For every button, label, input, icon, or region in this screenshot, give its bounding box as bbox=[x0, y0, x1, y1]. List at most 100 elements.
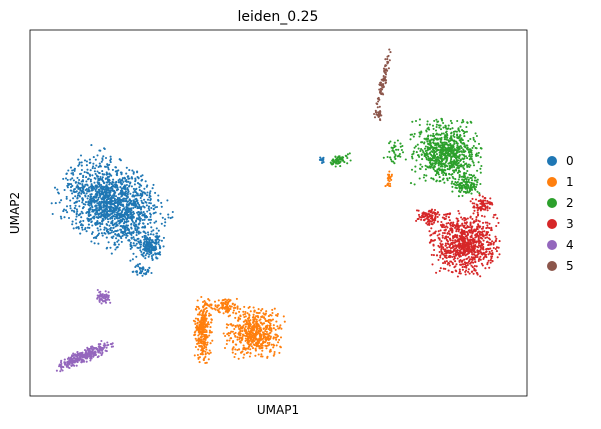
scatter-point-cluster-1 bbox=[255, 311, 258, 314]
scatter-point-cluster-3 bbox=[465, 250, 468, 253]
scatter-point-cluster-0 bbox=[134, 227, 137, 230]
scatter-point-cluster-3 bbox=[478, 242, 481, 245]
scatter-point-cluster-1 bbox=[264, 341, 267, 344]
scatter-point-cluster-1 bbox=[221, 304, 224, 307]
scatter-point-cluster-3 bbox=[486, 232, 489, 235]
scatter-point-cluster-3 bbox=[432, 232, 435, 235]
scatter-point-cluster-0 bbox=[96, 190, 99, 193]
scatter-point-cluster-0 bbox=[114, 202, 117, 205]
scatter-point-cluster-1 bbox=[237, 316, 240, 319]
scatter-point-cluster-0 bbox=[91, 174, 94, 177]
scatter-point-cluster-2 bbox=[462, 151, 466, 154]
scatter-point-cluster-1 bbox=[200, 345, 204, 348]
scatter-point-cluster-3 bbox=[445, 215, 448, 218]
scatter-point-cluster-2 bbox=[463, 142, 466, 145]
scatter-point-cluster-3 bbox=[478, 226, 481, 229]
scatter-point-cluster-4 bbox=[70, 364, 73, 367]
scatter-point-cluster-2 bbox=[434, 158, 437, 161]
scatter-point-cluster-3 bbox=[436, 220, 439, 223]
scatter-point-cluster-0 bbox=[87, 213, 90, 217]
scatter-point-cluster-0 bbox=[77, 158, 80, 161]
scatter-point-cluster-0 bbox=[95, 207, 99, 210]
scatter-point-cluster-1 bbox=[242, 344, 245, 347]
scatter-point-cluster-2 bbox=[445, 151, 448, 154]
scatter-point-cluster-3 bbox=[463, 258, 466, 261]
scatter-point-cluster-0 bbox=[109, 209, 112, 212]
scatter-point-cluster-0 bbox=[70, 172, 73, 175]
scatter-point-cluster-0 bbox=[142, 272, 146, 275]
scatter-point-cluster-0 bbox=[85, 183, 88, 186]
scatter-point-cluster-3 bbox=[475, 232, 478, 236]
scatter-point-cluster-0 bbox=[147, 255, 150, 258]
scatter-point-cluster-2 bbox=[456, 146, 459, 149]
scatter-point-cluster-0 bbox=[135, 231, 138, 234]
scatter-point-cluster-1 bbox=[258, 319, 261, 322]
scatter-point-cluster-0 bbox=[108, 183, 111, 186]
scatter-point-cluster-0 bbox=[78, 178, 81, 182]
scatter-point-cluster-1 bbox=[264, 328, 268, 331]
scatter-point-cluster-3 bbox=[490, 226, 493, 229]
scatter-point-cluster-3 bbox=[488, 238, 492, 241]
scatter-point-cluster-2 bbox=[456, 164, 460, 167]
scatter-point-cluster-0 bbox=[111, 196, 115, 199]
scatter-point-cluster-1 bbox=[220, 306, 223, 309]
scatter-point-cluster-0 bbox=[149, 221, 152, 224]
scatter-point-cluster-3 bbox=[439, 229, 442, 232]
scatter-point-cluster-3 bbox=[446, 239, 449, 242]
scatter-point-cluster-0 bbox=[62, 177, 65, 180]
scatter-point-cluster-0 bbox=[105, 190, 108, 193]
scatter-point-cluster-0 bbox=[127, 204, 130, 207]
scatter-point-cluster-2 bbox=[457, 161, 460, 164]
scatter-point-cluster-2 bbox=[460, 121, 463, 124]
scatter-point-cluster-3 bbox=[469, 200, 472, 203]
scatter-point-cluster-0 bbox=[139, 196, 142, 200]
scatter-point-cluster-3 bbox=[473, 202, 476, 205]
scatter-point-cluster-3 bbox=[483, 230, 486, 233]
scatter-point-cluster-2 bbox=[430, 153, 433, 156]
scatter-point-cluster-0 bbox=[93, 181, 96, 184]
scatter-point-cluster-3 bbox=[455, 228, 458, 231]
scatter-point-cluster-0 bbox=[108, 232, 112, 235]
scatter-point-cluster-1 bbox=[275, 344, 278, 347]
scatter-point-cluster-2 bbox=[398, 152, 401, 156]
scatter-point-cluster-1 bbox=[198, 311, 201, 314]
scatter-point-cluster-2 bbox=[452, 169, 455, 172]
scatter-point-cluster-0 bbox=[139, 219, 142, 222]
scatter-point-cluster-1 bbox=[208, 329, 211, 332]
scatter-point-cluster-0 bbox=[107, 210, 110, 213]
scatter-point-cluster-0 bbox=[141, 191, 144, 194]
scatter-point-cluster-4 bbox=[55, 369, 58, 372]
scatter-point-cluster-1 bbox=[246, 317, 249, 320]
scatter-point-cluster-3 bbox=[463, 240, 466, 243]
scatter-point-cluster-0 bbox=[101, 222, 104, 226]
scatter-point-cluster-0 bbox=[98, 204, 101, 207]
scatter-point-cluster-3 bbox=[477, 199, 480, 203]
scatter-point-cluster-3 bbox=[464, 227, 467, 230]
scatter-point-cluster-2 bbox=[423, 154, 426, 158]
scatter-point-cluster-0 bbox=[162, 245, 165, 248]
scatter-point-cluster-3 bbox=[467, 229, 470, 232]
scatter-point-cluster-3 bbox=[460, 233, 463, 237]
scatter-point-cluster-1 bbox=[194, 317, 197, 320]
scatter-point-cluster-3 bbox=[466, 241, 469, 244]
scatter-point-cluster-1 bbox=[225, 309, 228, 312]
scatter-point-cluster-0 bbox=[118, 234, 121, 237]
scatter-point-cluster-0 bbox=[139, 249, 142, 252]
scatter-point-cluster-3 bbox=[465, 218, 468, 221]
scatter-point-cluster-3 bbox=[459, 272, 462, 275]
scatter-point-cluster-3 bbox=[482, 225, 485, 228]
scatter-point-cluster-3 bbox=[450, 221, 453, 224]
scatter-point-cluster-3 bbox=[456, 251, 460, 254]
scatter-point-cluster-3 bbox=[425, 217, 428, 220]
scatter-point-cluster-2 bbox=[428, 123, 431, 126]
scatter-point-cluster-3 bbox=[469, 235, 472, 238]
scatter-point-cluster-3 bbox=[471, 217, 474, 221]
scatter-point-cluster-1 bbox=[194, 308, 198, 311]
scatter-point-cluster-3 bbox=[459, 224, 462, 227]
scatter-point-cluster-0 bbox=[107, 241, 110, 244]
scatter-point-cluster-1 bbox=[208, 299, 211, 302]
scatter-point-cluster-3 bbox=[471, 232, 474, 235]
scatter-point-cluster-3 bbox=[444, 244, 447, 247]
scatter-point-cluster-1 bbox=[214, 304, 217, 307]
scatter-point-cluster-3 bbox=[445, 222, 448, 225]
